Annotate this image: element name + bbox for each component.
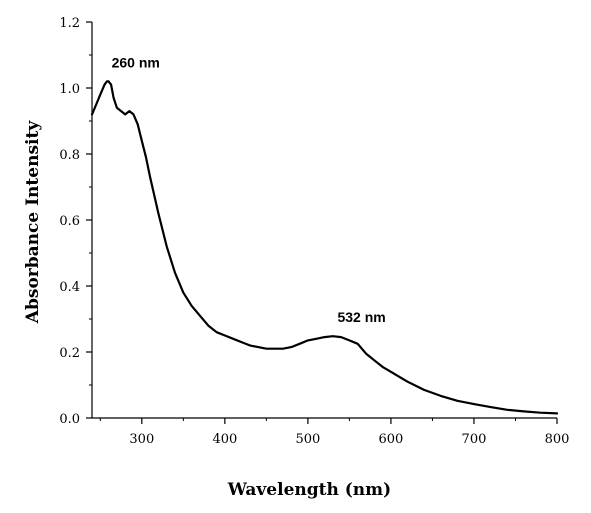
peak-annotations: 260 nm 532 nm [112, 54, 386, 325]
y-tick-label: 0.6 [59, 214, 80, 229]
x-axis-title: Wavelength (nm) [227, 480, 391, 500]
absorbance-spectrum-line [90, 80, 559, 415]
x-tick-label: 500 [295, 432, 320, 447]
peak-annotation-label: 260 nm [112, 54, 160, 70]
x-tick-label: 700 [462, 432, 487, 447]
x-axis-ticks: 300 400 500 600 700 800 [99, 418, 570, 447]
x-tick-label: 800 [545, 432, 570, 447]
y-tick-label: 1.0 [59, 82, 80, 97]
y-tick-label: 0.8 [59, 148, 80, 163]
y-tick-label: 1.2 [59, 16, 80, 31]
y-axis-title: Absorbance Intensity [23, 120, 43, 325]
y-tick-label: 0.0 [59, 412, 80, 427]
y-axis-ticks: 0.0 0.2 0.4 0.6 0.8 1.0 1.2 [59, 16, 92, 427]
y-tick-label: 0.2 [59, 346, 80, 361]
x-tick-label: 600 [379, 432, 404, 447]
peak-annotation-label: 532 nm [337, 309, 385, 325]
x-tick-label: 300 [129, 432, 154, 447]
x-tick-label: 400 [212, 432, 237, 447]
y-tick-label: 0.4 [59, 280, 80, 295]
